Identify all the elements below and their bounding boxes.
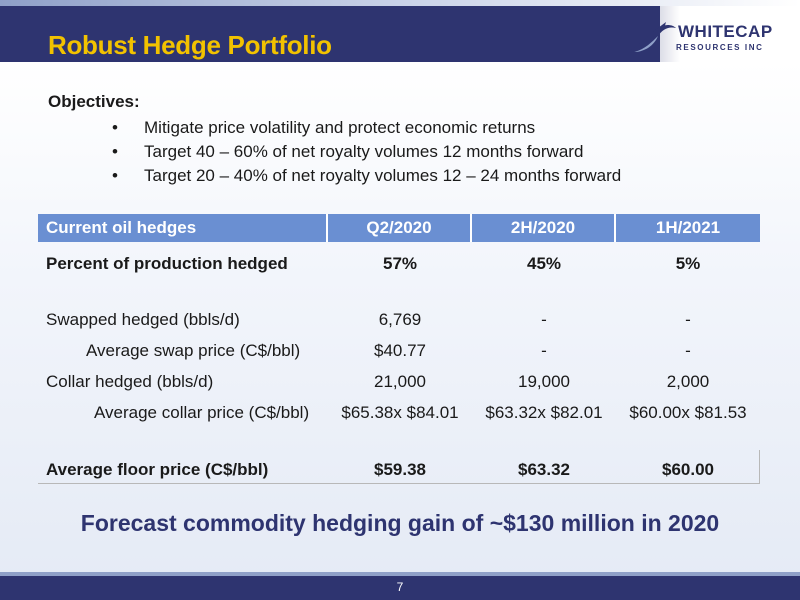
slide-title: Robust Hedge Portfolio [48, 30, 332, 60]
objective-text: Mitigate price volatility and protect ec… [144, 118, 536, 137]
cell-value: $59.38 [374, 460, 426, 479]
cell-value: $60.00x $81.53 [629, 403, 747, 422]
bullet-icon: • [112, 142, 118, 161]
company-logo: WHITECAP RESOURCES INC [628, 18, 788, 58]
table-row: Percent of production hedged 57% 45% 5% [38, 254, 760, 284]
bullet-icon: • [112, 118, 118, 137]
table-row: Average floor price (C$/bbl) $59.38 $63.… [38, 460, 760, 490]
table-row: Average swap price (C$/bbl) $40.77 - - [38, 341, 760, 371]
bullet-icon: • [112, 166, 118, 185]
footer-bar [0, 576, 800, 600]
objective-text: Target 40 – 60% of net royalty volumes 1… [144, 142, 584, 161]
cell-value: $63.32x $82.01 [485, 403, 603, 422]
table-row: Swapped hedged (bbls/d) 6,769 - - [38, 310, 760, 340]
title-bar: Robust Hedge Portfolio [0, 6, 660, 62]
cell-value: $40.77 [374, 341, 426, 360]
hedge-table-header: Current oil hedges Q2/2020 2H/2020 1H/20… [38, 214, 760, 242]
row-label: Percent of production hedged [46, 254, 288, 273]
table-row: Average collar price (C$/bbl) $65.38x $8… [38, 403, 760, 433]
floor-price-row-border [38, 450, 760, 484]
cell-value: - [541, 310, 547, 329]
row-label: Swapped hedged (bbls/d) [46, 310, 240, 329]
slide-background [0, 62, 800, 600]
logo-name: WHITECAP [678, 22, 773, 41]
cell-value: - [685, 341, 691, 360]
cell-value: 2,000 [666, 372, 710, 391]
cell-value: - [685, 310, 691, 329]
cell-value: 19,000 [518, 372, 570, 391]
cell-value: 57% [382, 254, 418, 273]
page-number: 7 [396, 580, 404, 594]
cell-value: $63.32 [518, 460, 570, 479]
cell-value: 45% [526, 254, 562, 273]
top-accent-strip [0, 0, 800, 6]
table-row: Collar hedged (bbls/d) 21,000 19,000 2,0… [38, 372, 760, 402]
header-cell-label: Current oil hedges [38, 214, 328, 242]
cell-value: $60.00 [662, 460, 714, 479]
objective-text: Target 20 – 40% of net royalty volumes 1… [144, 166, 622, 185]
header-cell-q2-2020: Q2/2020 [328, 214, 472, 242]
row-label: Average floor price (C$/bbl) [46, 460, 269, 479]
row-label: Average collar price (C$/bbl) [94, 403, 310, 422]
objectives-heading: Objectives: [48, 92, 140, 111]
row-label: Average swap price (C$/bbl) [86, 341, 301, 360]
forecast-statement: Forecast commodity hedging gain of ~$130… [80, 510, 720, 536]
logo-subtitle: RESOURCES INC [676, 43, 764, 52]
cell-value: $65.38x $84.01 [341, 403, 459, 422]
cell-value: - [541, 341, 547, 360]
cell-value: 6,769 [378, 310, 422, 329]
header-cell-1h-2021: 1H/2021 [616, 214, 760, 242]
row-label: Collar hedged (bbls/d) [46, 372, 214, 391]
title-bar-fade [560, 6, 680, 62]
wave-logo-icon [630, 22, 676, 52]
header-cell-2h-2020: 2H/2020 [472, 214, 616, 242]
footer-accent [0, 572, 800, 576]
cell-value: 5% [675, 254, 701, 273]
cell-value: 21,000 [374, 372, 426, 391]
